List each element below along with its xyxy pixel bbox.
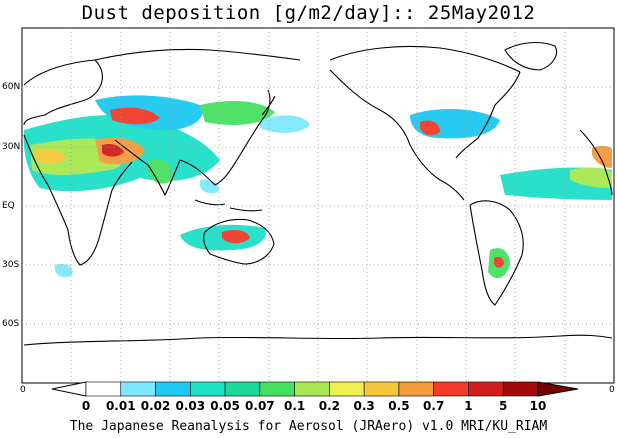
colorbar-swatch — [502, 381, 539, 397]
colorbar-tick-label: 0.03 — [175, 399, 206, 413]
colorbar-tick-label: 0.01 — [105, 399, 136, 413]
colorbar-swatch — [85, 381, 122, 397]
lat-label-eq: EQ — [2, 201, 15, 211]
plume-india — [148, 159, 173, 184]
plume-atlantic-core — [570, 167, 612, 188]
colorbar-swatch — [398, 381, 434, 397]
colorbar-swatch — [155, 381, 191, 397]
map-title: Dust deposition [g/m2/day]:: 25May2012 — [81, 2, 536, 24]
lon-label-left: 0 — [20, 385, 26, 395]
lat-label-30n: 30N — [2, 142, 21, 152]
plume-australia-core — [222, 230, 250, 244]
colorbar-tick-label: 0 — [81, 399, 91, 413]
map-frame — [21, 27, 615, 384]
colorbar-tick-label: 0.02 — [140, 399, 171, 413]
colorbar-swatch — [294, 381, 330, 397]
colorbar-tick-label: 0.5 — [388, 399, 410, 413]
colorbar-swatch — [363, 381, 400, 397]
plume-se-asia — [200, 179, 219, 194]
colorbar-tick-label: 0.3 — [353, 399, 375, 413]
plume-sahara-hot — [36, 148, 66, 164]
lat-label-60s: 60S — [2, 319, 20, 329]
colorbar-tick-label: 1 — [464, 399, 473, 413]
coastlines — [23, 41, 613, 346]
map-footer: The Japanese Reanalysis for Aerosol (JRA… — [69, 419, 548, 434]
colorbar-swatch — [120, 381, 156, 397]
lat-label-60n: 60N — [2, 82, 21, 92]
gridlines — [22, 28, 614, 383]
colorbar-swatch — [190, 381, 226, 397]
lon-label-right: 0 — [609, 385, 615, 395]
dust-plumes — [23, 95, 612, 279]
colorbar-tick-label: 5 — [499, 399, 508, 413]
colorbar-swatch — [433, 381, 469, 397]
colorbar-tick-label: 0.07 — [245, 399, 275, 413]
colorbar-tick-label: 10 — [529, 399, 547, 413]
colorbar-swatch — [329, 381, 365, 397]
colorbar-swatch — [259, 381, 295, 397]
colorbar-arrow-low — [51, 381, 87, 397]
colorbar — [51, 381, 579, 397]
plume-gobi — [200, 100, 275, 125]
colorbar-swatch — [224, 381, 261, 397]
lat-label-30s: 30S — [2, 260, 20, 270]
colorbar-tick-label: 0.2 — [318, 399, 341, 413]
plume-pacific-w — [260, 115, 310, 133]
colorbar-tick-label: 0.7 — [423, 399, 445, 413]
plume-sa-core — [494, 256, 504, 268]
colorbar-arrow-high — [537, 381, 579, 397]
plume-south-africa — [55, 264, 73, 278]
plume-na-core — [420, 120, 440, 136]
plume-central-asia-core — [110, 107, 160, 125]
colorbar-swatch — [468, 381, 504, 397]
colorbar-tick-label: 0.05 — [210, 399, 240, 413]
colorbar-tick-label: 0.1 — [283, 399, 306, 413]
